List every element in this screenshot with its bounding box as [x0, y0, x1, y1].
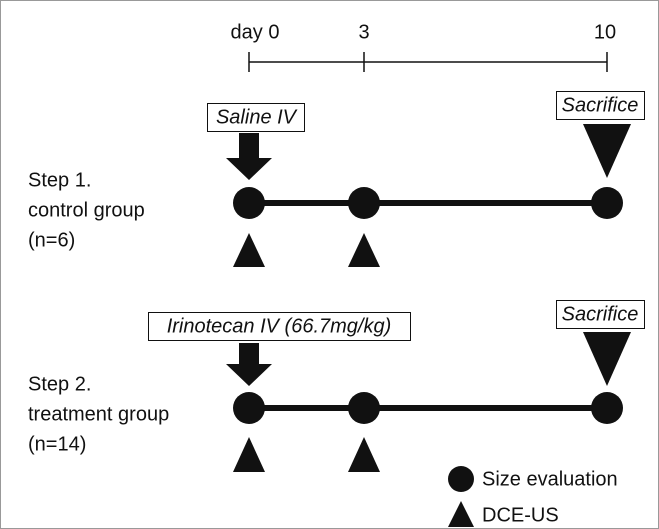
step-group: control group — [28, 199, 145, 221]
timeline — [248, 52, 608, 72]
treatment-box — [148, 312, 411, 341]
dce-us — [348, 233, 380, 267]
step-n: (n=6) — [28, 229, 75, 251]
size-eval — [233, 392, 265, 424]
day-label: 10 — [594, 21, 616, 43]
size-eval — [233, 187, 265, 219]
step-title: Step 1. — [28, 169, 91, 191]
treatment-box — [207, 103, 305, 132]
step-title: Step 2. — [28, 373, 91, 395]
size-eval — [348, 392, 380, 424]
size-eval — [591, 187, 623, 219]
dce-us — [233, 233, 265, 267]
dce-us — [233, 437, 265, 472]
arrow — [226, 343, 272, 386]
sacrifice-triangle — [583, 332, 631, 386]
legend-label: Size evaluation — [482, 468, 618, 490]
treatment-label: Saline IV — [216, 106, 298, 128]
step-group: treatment group — [28, 403, 169, 425]
treatment-label: Irinotecan IV (66.7mg/kg) — [167, 315, 392, 337]
legend-triangle — [448, 501, 474, 527]
end-label: Sacrifice — [562, 94, 639, 116]
end-box — [556, 91, 645, 120]
size-eval — [348, 187, 380, 219]
sacrifice-triangle — [583, 124, 631, 178]
dce-us — [348, 437, 380, 472]
legend-label: DCE-US — [482, 504, 559, 526]
arrow — [226, 133, 272, 180]
day-label: day 0 — [231, 21, 280, 43]
legend-circle — [448, 466, 474, 492]
size-eval — [591, 392, 623, 424]
end-label: Sacrifice — [562, 303, 639, 325]
step-n: (n=14) — [28, 433, 86, 455]
day-label: 3 — [358, 21, 369, 43]
end-box — [556, 300, 645, 329]
